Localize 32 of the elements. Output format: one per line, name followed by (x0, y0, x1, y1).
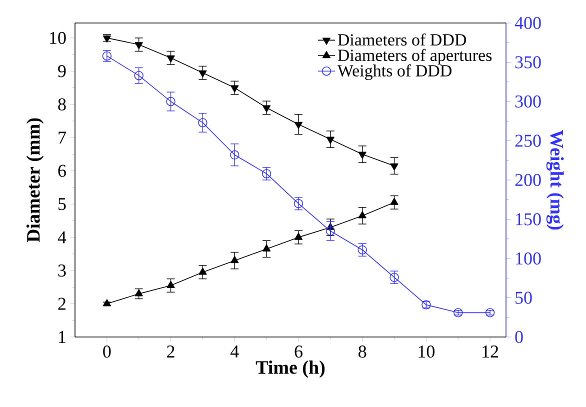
x-tick-label: 4 (230, 346, 239, 358)
y2-tick-label: 250 (515, 134, 541, 147)
legend-label: Diameters of apertures (338, 48, 492, 65)
y2-tick-label: 350 (515, 56, 541, 68)
y-tick-label: 6 (58, 164, 66, 177)
y2-tick-label: 300 (515, 95, 541, 108)
y-axis-title: Diameter (mm) (26, 118, 44, 242)
y-tick-label: 9 (58, 65, 66, 78)
x-tick-label: 10 (418, 346, 435, 358)
y-tick-label: 2 (58, 298, 66, 310)
y2-tick-label: 0 (515, 330, 523, 344)
y-tick-label: 1 (59, 331, 66, 343)
legend-label: Diameters of DDD (338, 33, 466, 46)
y2-tick-label: 400 (514, 16, 541, 30)
y2-tick-label: 50 (516, 292, 532, 304)
y-tick-label: 4 (58, 231, 66, 244)
y-tick-label: 7 (58, 132, 66, 144)
y-tick-label: 5 (58, 198, 66, 210)
x-tick-label: 8 (358, 346, 366, 358)
x-tick-label: 6 (294, 346, 302, 358)
x-tick-label: 2 (167, 346, 174, 358)
legend-label: Weights of DDD (337, 64, 452, 80)
y-tick-label: 10 (50, 32, 66, 44)
x-axis-title: Time (h) (256, 360, 325, 378)
y2-tick-label: 150 (516, 213, 541, 226)
y2-tick-label: 200 (515, 174, 541, 186)
y-tick-label: 8 (58, 98, 66, 110)
x-tick-label: 12 (482, 346, 498, 358)
x-tick-label: 0 (103, 346, 111, 358)
y2-tick-label: 100 (516, 252, 541, 265)
y-tick-label: 3 (58, 264, 66, 277)
y2-axis-title: Weight (mg) (546, 130, 564, 230)
